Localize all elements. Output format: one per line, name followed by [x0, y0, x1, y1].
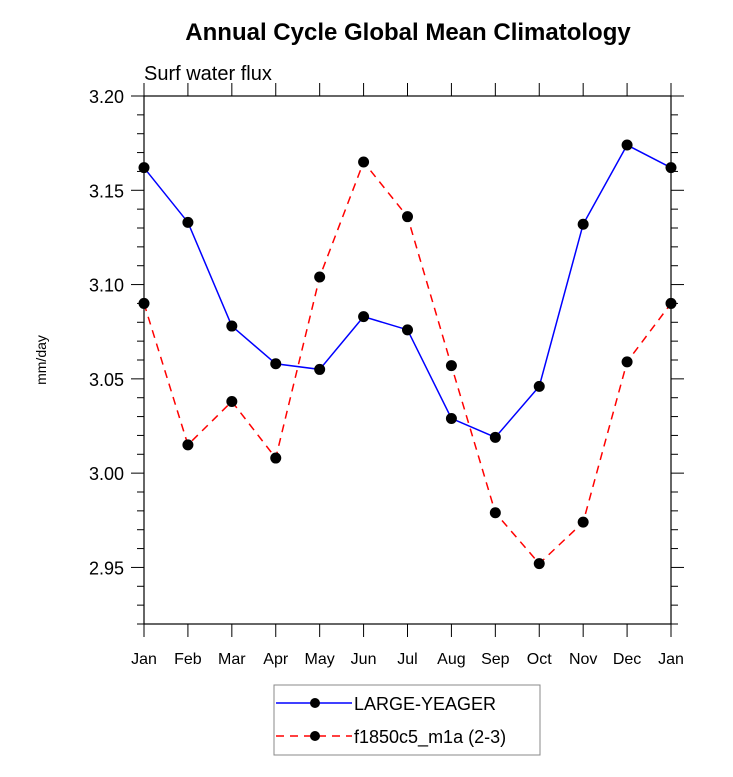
x-tick-label: Jan	[658, 651, 684, 668]
x-tick-label: Aug	[437, 651, 465, 668]
data-point-series-0	[270, 358, 282, 370]
series-layer	[138, 139, 677, 570]
data-point-series-1	[489, 507, 501, 519]
x-tick-label: Apr	[263, 651, 289, 668]
plot-frame	[143, 95, 672, 625]
chart-title: Annual Cycle Global Mean Climatology	[185, 19, 631, 46]
data-point-series-0	[358, 311, 370, 323]
data-point-series-0	[226, 320, 238, 332]
axis-ticks	[131, 83, 684, 637]
x-tick-label: Dec	[613, 651, 641, 668]
x-tick-label: Jan	[131, 651, 157, 668]
data-point-series-1	[533, 558, 545, 570]
x-tick-label: May	[305, 651, 335, 668]
data-point-series-0	[533, 380, 545, 392]
data-point-series-0	[402, 324, 413, 336]
x-tick-label: Oct	[527, 651, 552, 668]
legend-box	[273, 684, 541, 756]
data-point-series-1	[621, 356, 633, 368]
data-point-series-1	[358, 156, 370, 168]
legend-label-large-yeager: LARGE-YEAGER	[354, 694, 496, 714]
y-axis-label: mm/day	[33, 335, 49, 385]
data-point-series-1	[577, 516, 589, 528]
data-point-series-1	[445, 360, 457, 372]
legend-marker-large-yeager	[310, 698, 320, 708]
series-line-1	[143, 160, 672, 565]
data-point-series-1	[226, 395, 238, 407]
x-tick-label: Feb	[174, 651, 202, 668]
y-tick-label: 3.00	[89, 464, 124, 484]
x-tick-labels: Jan Feb Mar Apr May Jun Jul Aug Sep Oct Nov Dec Jan	[131, 651, 684, 668]
data-point-series-0	[445, 412, 457, 424]
y-tick-labels: 2.95 3.00 3.05 3.10 3.15 3.20	[89, 87, 124, 578]
x-tick-label: Jul	[397, 651, 417, 668]
data-point-series-0	[621, 139, 633, 151]
x-tick-label: Nov	[569, 651, 597, 668]
data-point-series-0	[577, 218, 589, 230]
data-point-series-1	[270, 452, 282, 464]
y-tick-label: 3.05	[89, 370, 124, 390]
data-point-series-1	[182, 439, 194, 451]
data-point-series-0	[314, 363, 326, 375]
y-tick-label: 2.95	[89, 558, 124, 578]
y-tick-label: 3.20	[89, 87, 124, 107]
data-point-series-0	[489, 431, 501, 443]
data-point-series-0	[182, 216, 194, 228]
y-tick-label: 3.10	[89, 276, 124, 296]
x-tick-label: Sep	[481, 651, 510, 668]
chart-subtitle: Surf water flux	[144, 63, 272, 85]
y-tick-label: 3.15	[89, 181, 124, 201]
legend-label-f1850c5: f1850c5_m1a (2-3)	[354, 727, 506, 748]
legend: LARGE-YEAGER f1850c5_m1a (2-3)	[273, 684, 541, 756]
data-point-series-1	[402, 211, 413, 223]
x-tick-label: Jun	[351, 651, 377, 668]
legend-marker-f1850c5	[310, 731, 320, 741]
series-line-0	[143, 144, 672, 439]
x-tick-label: Mar	[218, 651, 246, 668]
data-point-series-1	[314, 271, 326, 283]
